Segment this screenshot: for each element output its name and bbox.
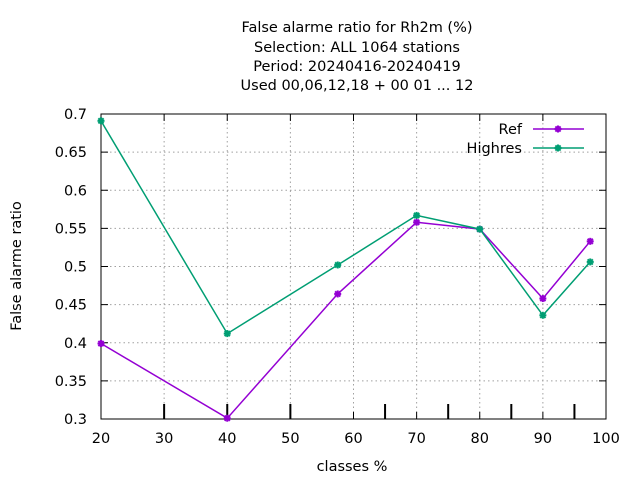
data-point-ref [334, 290, 342, 298]
data-point-highres [97, 117, 105, 125]
x-tick-label: 90 [534, 431, 552, 447]
data-point-ref [586, 237, 594, 245]
y-axis-label: False alarme ratio [9, 201, 25, 331]
data-point-highres [223, 330, 231, 338]
y-tick-label: 0.7 [64, 107, 87, 123]
data-point-ref [413, 218, 421, 226]
data-point-highres [413, 211, 421, 219]
y-tick-label: 0.35 [55, 374, 87, 390]
x-tick-label: 40 [218, 431, 236, 447]
axes: 20 30 40 50 60 70 80 90 100 0.3 0.35 0.4 0.45 0.5 0.55… [55, 107, 620, 447]
grid [101, 114, 606, 419]
y-tick-label: 0.4 [64, 336, 87, 352]
plot-area [97, 117, 594, 422]
x-tick-label: 60 [344, 431, 362, 447]
data-point-highres [334, 261, 342, 269]
x-tick-label: 100 [592, 431, 620, 447]
data-point-highres [476, 225, 484, 233]
data-point-ref [539, 295, 547, 303]
x-tick-label: 70 [407, 431, 425, 447]
y-tick-label: 0.65 [55, 145, 87, 161]
x-tick-label: 30 [155, 431, 173, 447]
legend-label-ref: Ref [499, 122, 523, 138]
series-line-ref [100, 221, 591, 420]
y-tick-label: 0.6 [64, 183, 87, 199]
legend: Ref Highres [467, 122, 584, 157]
y-tick-label: 0.55 [55, 221, 87, 237]
chart-title: False alarme ratio for Rh2m (%) Selectio… [241, 20, 474, 94]
x-tick-label: 20 [92, 431, 110, 447]
x-axis-label: classes % [317, 459, 388, 475]
legend-label-highres: Highres [467, 141, 522, 157]
title-line-1: False alarme ratio for Rh2m (%) [241, 20, 472, 36]
data-point-highres [539, 311, 547, 319]
x-tick-label: 80 [471, 431, 489, 447]
title-line-2: Selection: ALL 1064 stations [254, 40, 460, 56]
title-line-3: Period: 20240416-20240419 [253, 59, 461, 75]
y-tick-label: 0.3 [64, 412, 87, 428]
legend-marker-ref [554, 125, 562, 133]
title-line-4: Used 00,06,12,18 + 00 01 ... 12 [241, 78, 474, 94]
y-tick-label: 0.5 [64, 260, 87, 276]
x-tick-label: 50 [281, 431, 299, 447]
data-point-ref [223, 414, 231, 422]
y-tick-label: 0.45 [55, 298, 87, 314]
data-point-ref [97, 340, 105, 348]
legend-marker-highres [554, 144, 562, 152]
data-point-highres [586, 258, 594, 266]
